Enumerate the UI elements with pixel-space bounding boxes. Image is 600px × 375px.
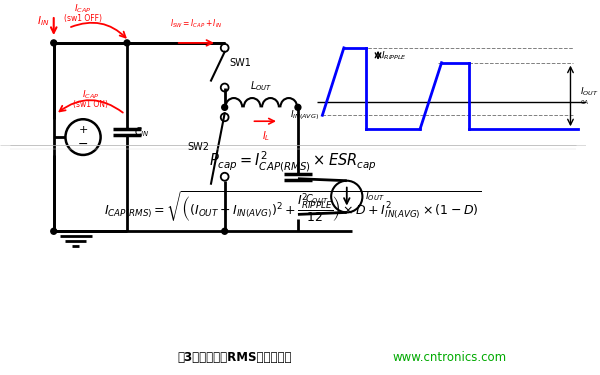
Text: $C_{OUT}$: $C_{OUT}$ — [305, 192, 329, 206]
Text: 图3：输入电容RMS电流的计算: 图3：输入电容RMS电流的计算 — [177, 351, 292, 364]
Text: $P_{cap} = I^2_{CAP(RMS)} \times ESR_{cap}$: $P_{cap} = I^2_{CAP(RMS)} \times ESR_{ca… — [209, 150, 377, 174]
Text: $I_{CAP}$: $I_{CAP}$ — [74, 3, 92, 15]
Text: $I_{CAP}$: $I_{CAP}$ — [82, 89, 100, 101]
Text: +: + — [79, 125, 88, 135]
Text: $I_{IN}$: $I_{IN}$ — [37, 14, 50, 28]
Text: SW2: SW2 — [188, 142, 209, 152]
Circle shape — [124, 40, 130, 46]
Text: SW1: SW1 — [230, 58, 251, 68]
Circle shape — [295, 104, 301, 110]
Text: $I_{OUT}$: $I_{OUT}$ — [365, 190, 385, 204]
Text: $I_L$: $I_L$ — [262, 129, 271, 143]
Circle shape — [222, 104, 227, 110]
Circle shape — [51, 40, 56, 46]
Text: $L_{OUT}$: $L_{OUT}$ — [250, 80, 272, 93]
Text: (sw1 OFF): (sw1 OFF) — [64, 14, 102, 23]
Text: $I_{CAP(RMS)} = \sqrt{\left(\left(I_{OUT} - I_{IN(AVG)}\right)^2 + \dfrac{I^2_{R: $I_{CAP(RMS)} = \sqrt{\left(\left(I_{OUT… — [104, 189, 482, 224]
Circle shape — [222, 228, 227, 234]
Text: $I_{IN(AVG)}$: $I_{IN(AVG)}$ — [290, 108, 319, 122]
Text: $I_{SW} = I_{CAP} + I_{IN}$: $I_{SW} = I_{CAP} + I_{IN}$ — [170, 18, 223, 30]
Text: www.cntronics.com: www.cntronics.com — [392, 351, 506, 364]
Text: $_{0A}$: $_{0A}$ — [580, 98, 590, 107]
Text: $I_{RIPPLE}$: $I_{RIPPLE}$ — [381, 49, 407, 62]
Text: $I_{OUT}$: $I_{OUT}$ — [580, 86, 599, 98]
Text: −: − — [78, 138, 88, 150]
Text: (sw1 ON): (sw1 ON) — [73, 100, 109, 109]
Text: $C_{IN}$: $C_{IN}$ — [134, 125, 149, 139]
Circle shape — [51, 228, 56, 234]
